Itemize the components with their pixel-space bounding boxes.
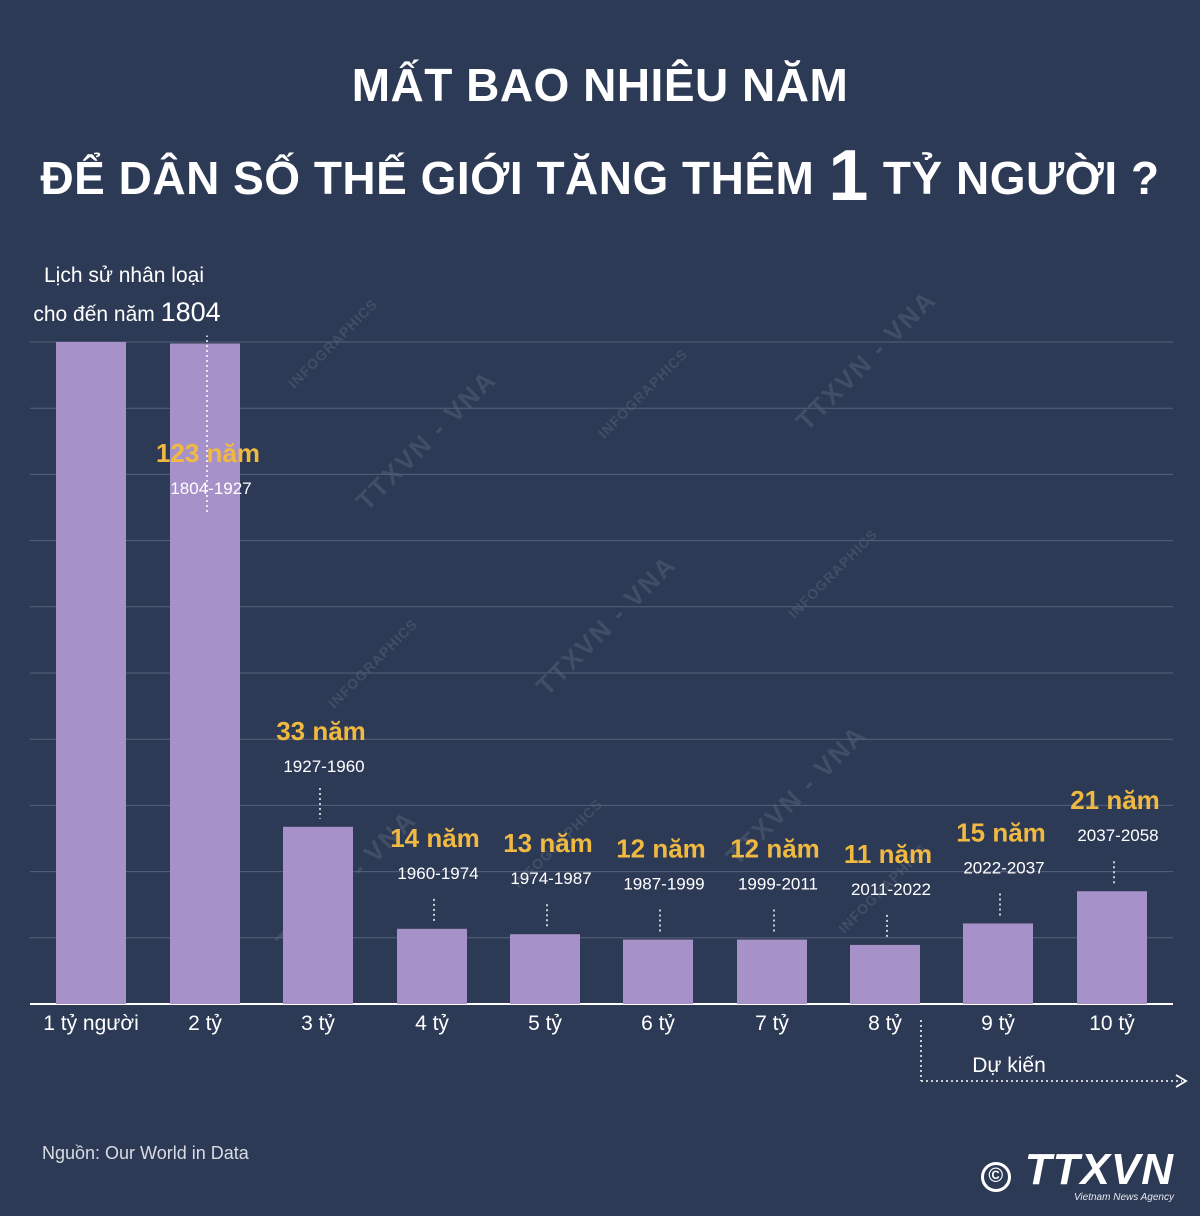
brand-block: TTXVN Vietnam News Agency	[1024, 1145, 1174, 1204]
year-range-label: 1974-1987	[510, 869, 591, 888]
bar-5	[510, 934, 580, 1004]
x-tick-label: 1 tỷ người	[43, 1012, 139, 1035]
copyright-icon: ©	[980, 1161, 1011, 1192]
title-line2-before: ĐỂ DÂN SỐ THẾ GIỚI TĂNG THÊM	[40, 152, 815, 204]
x-tick-label: 10 tỷ	[1089, 1012, 1135, 1035]
bar-3	[283, 826, 353, 1004]
bar-8	[850, 944, 920, 1004]
x-tick-label: 7 tỷ	[755, 1012, 789, 1035]
year-range-label: 2011-2022	[851, 880, 931, 899]
title-line2-big-number: 1	[828, 136, 869, 216]
x-tick-label: 6 tỷ	[641, 1012, 675, 1035]
bar-9	[963, 923, 1033, 1004]
bar-7	[737, 939, 807, 1004]
duration-label: 14 năm	[390, 823, 480, 853]
x-tick-label: 9 tỷ	[981, 1012, 1015, 1035]
duration-label: 21 năm	[1070, 785, 1160, 815]
year-range-label: 1927-1960	[283, 757, 364, 776]
duration-label: 12 năm	[616, 834, 706, 864]
x-tick-label: 5 tỷ	[528, 1012, 562, 1035]
forecast-arrow-head-icon	[1175, 1074, 1188, 1088]
duration-label: 13 năm	[503, 828, 593, 858]
year-range-label: 1960-1974	[397, 864, 478, 883]
x-tick-label: 3 tỷ	[301, 1012, 335, 1035]
year-range-label: 1804-1927	[170, 479, 251, 498]
year-range-label: 1999-2011	[738, 875, 818, 894]
forecast-label: Dự kiến	[972, 1054, 1046, 1077]
x-tick-label: 4 tỷ	[415, 1012, 449, 1035]
chart-title-line1: MẤT BAO NHIÊU NĂM	[351, 59, 849, 111]
brand-name: TTXVN	[1024, 1145, 1174, 1194]
duration-label: 11 năm	[844, 839, 932, 869]
duration-label: 33 năm	[276, 716, 366, 746]
bar-2	[170, 343, 240, 1004]
bar-4	[397, 928, 467, 1004]
x-tick-label: 2 tỷ	[188, 1012, 222, 1035]
brand-subtitle: Vietnam News Agency	[1073, 1192, 1174, 1203]
bar-10	[1077, 891, 1147, 1004]
year-range-label: 2022-2037	[963, 858, 1044, 877]
chart-title-line2: ĐỂ DÂN SỐ THẾ GIỚI TĂNG THÊM 1 TỶ NGƯỜI ?	[0, 135, 1200, 217]
year-range-label: 1987-1999	[623, 875, 704, 894]
first-bar-caption-line2: cho đến năm 1804	[33, 297, 220, 327]
first-bar-caption-line1: Lịch sử nhân loại	[44, 264, 204, 287]
agency-logo: © TTXVN Vietnam News Agency	[980, 1145, 1174, 1204]
bar-6	[623, 939, 693, 1004]
duration-label: 12 năm	[730, 834, 820, 864]
year-range-label: 2037-2058	[1077, 826, 1158, 845]
first-bar-caption-year: 1804	[161, 297, 221, 327]
title-line2-after: TỶ NGƯỜI ?	[882, 152, 1160, 204]
x-tick-label: 8 tỷ	[868, 1012, 902, 1035]
duration-label: 123 năm	[156, 438, 260, 468]
duration-label: 15 năm	[956, 817, 1046, 847]
first-bar-caption-prefix: cho đến năm	[33, 303, 160, 326]
source-note: Nguồn: Our World in Data	[42, 1143, 249, 1163]
bar-1	[56, 342, 126, 1004]
